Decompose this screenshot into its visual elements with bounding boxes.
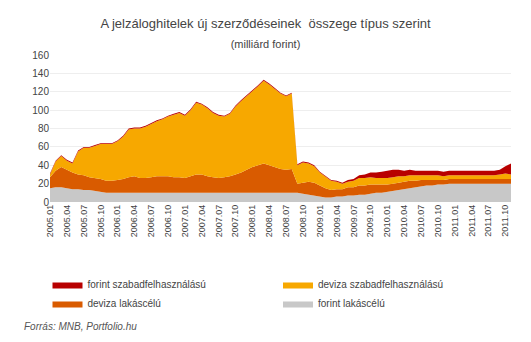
svg-text:2007.01: 2007.01 <box>180 205 190 238</box>
svg-text:40: 40 <box>38 160 50 171</box>
svg-text:2011.01: 2011.01 <box>450 205 460 237</box>
svg-text:2011.04: 2011.04 <box>467 205 477 237</box>
svg-text:120: 120 <box>32 86 49 97</box>
svg-text:2008.10: 2008.10 <box>298 205 308 238</box>
svg-text:20: 20 <box>38 178 50 189</box>
svg-text:160: 160 <box>32 50 49 61</box>
svg-text:2005.10: 2005.10 <box>96 205 106 238</box>
svg-text:2008.01: 2008.01 <box>247 205 257 238</box>
svg-text:forint szabadfelhasználású: forint szabadfelhasználású <box>88 279 206 290</box>
svg-text:(milliárd forint): (milliárd forint) <box>231 38 301 50</box>
svg-text:140: 140 <box>32 68 49 79</box>
svg-text:2008.07: 2008.07 <box>281 205 291 238</box>
svg-text:2006.04: 2006.04 <box>129 205 139 238</box>
svg-text:deviza szabadfelhasználású: deviza szabadfelhasználású <box>318 279 443 290</box>
svg-text:2005.01: 2005.01 <box>45 205 55 238</box>
svg-text:60: 60 <box>38 141 50 152</box>
svg-text:2008.04: 2008.04 <box>264 205 274 238</box>
svg-text:80: 80 <box>38 123 50 134</box>
svg-text:2009.07: 2009.07 <box>349 205 359 238</box>
svg-text:2009.04: 2009.04 <box>332 205 342 238</box>
svg-text:2009.01: 2009.01 <box>315 205 325 238</box>
svg-text:2011.10: 2011.10 <box>500 205 510 237</box>
svg-text:2009.10: 2009.10 <box>365 205 375 238</box>
svg-text:A jelzáloghitelek új szerződés: A jelzáloghitelek új szerződéseinek össz… <box>100 16 431 31</box>
svg-text:2006.07: 2006.07 <box>146 205 156 238</box>
svg-text:2010.10: 2010.10 <box>433 205 443 238</box>
svg-text:Forrás: MNB, Portfolio.hu: Forrás: MNB, Portfolio.hu <box>24 321 137 332</box>
svg-text:100: 100 <box>32 105 49 116</box>
svg-text:2007.07: 2007.07 <box>214 205 224 238</box>
svg-text:2010.01: 2010.01 <box>382 205 392 238</box>
svg-text:2007.10: 2007.10 <box>230 205 240 238</box>
svg-text:0: 0 <box>43 197 49 208</box>
svg-text:2010.07: 2010.07 <box>416 205 426 238</box>
svg-text:2005.07: 2005.07 <box>79 205 89 238</box>
svg-text:2005.04: 2005.04 <box>62 205 72 238</box>
svg-text:2006.10: 2006.10 <box>163 205 173 238</box>
svg-text:2007.04: 2007.04 <box>197 205 207 238</box>
svg-text:2006.01: 2006.01 <box>112 205 122 238</box>
svg-text:2010.04: 2010.04 <box>399 205 409 238</box>
svg-text:forint lakáscélú: forint lakáscélú <box>318 298 385 309</box>
svg-text:2011.07: 2011.07 <box>483 205 493 237</box>
svg-text:deviza lakáscélú: deviza lakáscélú <box>88 298 161 309</box>
